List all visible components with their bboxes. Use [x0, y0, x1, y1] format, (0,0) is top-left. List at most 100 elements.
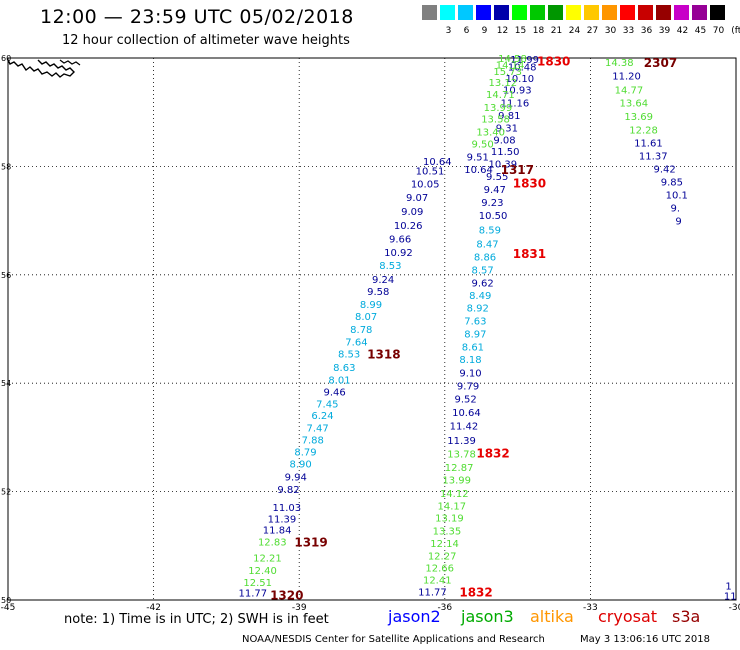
wave-height-value: 10.64: [464, 165, 493, 176]
wave-height-value: 9.42: [653, 165, 675, 176]
wave-height-value: 11: [724, 592, 737, 603]
wave-height-value: 13.64: [620, 98, 649, 109]
wave-height-value: 10.93: [503, 85, 532, 96]
generation-timestamp: May 3 13:06:16 UTC 2018: [580, 634, 710, 645]
wave-height-value: 12.41: [423, 575, 452, 586]
pass-time-label: 1832: [459, 585, 492, 599]
legend-jason2: jason2: [388, 607, 441, 626]
lat-tick-label: 60: [1, 54, 11, 63]
wave-height-value: 12.21: [253, 554, 282, 565]
wave-height-value: 13.58: [481, 115, 510, 126]
wave-height-value: 9.09: [401, 207, 423, 218]
pass-time-label: 1319: [294, 535, 327, 549]
scale-label: 15: [514, 26, 527, 36]
wave-height-value: 9.94: [285, 472, 307, 483]
lon-tick-label: -33: [583, 603, 598, 613]
scale-label: 18: [532, 26, 545, 36]
wave-height-value: 10.10: [505, 74, 534, 85]
wave-height-value: 8.61: [462, 342, 484, 353]
wave-height-value: 9.82: [277, 485, 299, 496]
scale-swatch: [512, 5, 527, 20]
wave-height-value: 10.92: [384, 248, 413, 259]
scale-swatch: [566, 5, 581, 20]
wave-height-value: 7.88: [302, 436, 324, 447]
lon-tick-label: -45: [1, 603, 16, 613]
lat-tick-label: 50: [1, 596, 11, 605]
legend-s3a: s3a: [672, 607, 701, 626]
footer-note: note: 1) Time is in UTC; 2) SWH is in fe…: [64, 612, 329, 627]
wave-height-value: 11.16: [501, 98, 530, 109]
wave-height-value: 13.35: [433, 527, 462, 538]
lon-tick-label: -39: [292, 603, 307, 613]
graticule: [7, 57, 737, 601]
wave-height-value: 11.37: [639, 152, 668, 163]
wave-height-value: 9.07: [406, 193, 428, 204]
legend-altika: altika: [530, 607, 574, 626]
wave-height-value: 11.84: [263, 526, 292, 537]
wave-height-value: 8.57: [471, 265, 493, 276]
pass-time-label: 1832: [476, 447, 509, 461]
wave-height-value: 6.24: [311, 411, 333, 422]
lat-tick-label: 54: [1, 379, 11, 388]
wave-height-value: 14.14: [496, 61, 525, 72]
wave-height-value: 7.45: [316, 399, 338, 410]
scale-swatch: [656, 5, 671, 20]
wave-height-value: 13.78: [447, 450, 476, 461]
legend-cryosat: cryosat: [598, 607, 658, 626]
wave-height-value: 10.64: [452, 408, 481, 419]
wave-height-value: 13.19: [435, 514, 464, 525]
wave-height-value: 11.99: [510, 55, 539, 66]
scale-label: 9: [481, 26, 488, 36]
lat-tick-label: 56: [1, 271, 11, 280]
wave-height-value: 14.38: [605, 58, 634, 69]
lat-tick-label: 52: [1, 488, 11, 497]
wave-height-value: 10.1: [666, 191, 688, 202]
wave-height-value: 12.27: [428, 552, 457, 563]
lon-tick-label: -42: [146, 603, 161, 613]
wave-height-value: 7.64: [345, 337, 367, 348]
wave-height-value: 9.50: [471, 140, 493, 151]
lat-tick-label: 58: [1, 162, 11, 171]
wave-height-value: 9.: [670, 204, 680, 215]
map-subtitle: 12 hour collection of altimeter wave hei…: [62, 33, 350, 48]
scale-label: 36: [640, 26, 653, 36]
wave-height-value: 12.87: [445, 463, 474, 474]
scale-label: 45: [694, 26, 707, 36]
scale-label: 42: [676, 26, 689, 36]
wave-height-value: 13.69: [624, 112, 653, 123]
wave-height-value: 8.53: [379, 261, 401, 272]
coastline: [7, 59, 81, 78]
scale-swatch: [440, 5, 455, 20]
wave-height-value: 9.52: [455, 394, 477, 405]
wave-height-value: 8.47: [476, 239, 498, 250]
scale-swatch: [530, 5, 545, 20]
wave-height-value: 9.24: [372, 275, 394, 286]
wave-height-value: 10.48: [508, 63, 537, 74]
wave-height-value: 14.12: [440, 489, 469, 500]
wave-height-value: 15.73: [493, 67, 522, 78]
pass-time-label: 1831: [513, 247, 546, 261]
pass-time-label: 1830: [537, 55, 570, 69]
wave-height-value: 8.49: [469, 291, 491, 302]
wave-height-value: 1: [725, 581, 731, 592]
wave-height-value: 9.62: [471, 278, 493, 289]
scale-label: 39: [658, 26, 671, 36]
wave-height-value: 12.40: [248, 566, 277, 577]
scale-label: 3: [445, 26, 452, 36]
map-title: 12:00 — 23:59 UTC 05/02/2018: [40, 6, 354, 28]
wave-height-value: 10.51: [416, 167, 445, 178]
scale-label: 27: [586, 26, 599, 36]
wave-height-value: 12.14: [430, 539, 459, 550]
scale-label: 33: [622, 26, 635, 36]
wave-height-value: 8.63: [333, 363, 355, 374]
legend-jason3: jason3: [461, 607, 514, 626]
wave-height-value: 9.23: [481, 198, 503, 209]
wave-height-value: 9.79: [457, 381, 479, 392]
scale-label: 6: [463, 26, 470, 36]
wave-height-value: 12.66: [425, 563, 454, 574]
wave-height-value: 8.79: [294, 447, 316, 458]
wave-height-value: 9.66: [389, 234, 411, 245]
scale-swatch: [620, 5, 635, 20]
